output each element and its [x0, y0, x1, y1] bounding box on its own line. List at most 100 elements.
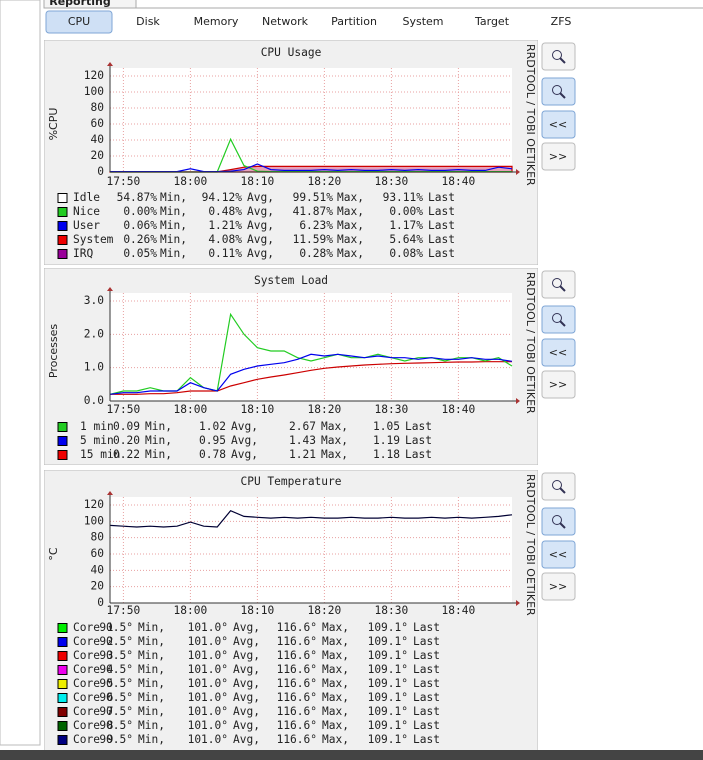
legend-max-word: Max,: [337, 205, 364, 218]
graph-button-label[interactable]: <<: [549, 346, 567, 359]
graph-button[interactable]: [541, 338, 576, 367]
legend-last: 109.1°: [368, 705, 408, 718]
legend-max: 2.67: [289, 420, 316, 433]
graph-button-label[interactable]: >>: [549, 378, 567, 391]
tab-label[interactable]: ZFS: [551, 15, 572, 28]
zoom-icon[interactable]: [552, 50, 562, 60]
axis-arrow: [516, 398, 520, 404]
zoom-icon[interactable]: [552, 515, 562, 525]
series-line: [109, 353, 513, 395]
graph-button[interactable]: [541, 540, 576, 569]
graph-button[interactable]: [541, 370, 576, 399]
graph-button[interactable]: [541, 42, 576, 71]
legend-avg: 101.0°: [188, 635, 228, 648]
legend-min-word: Min,: [138, 719, 165, 732]
side-text: RRDTOOL / TOBI OETIKER: [524, 474, 537, 616]
zoom-icon[interactable]: [552, 278, 562, 288]
legend-swatch: [57, 665, 68, 675]
zoom-icon-handle[interactable]: [559, 285, 566, 292]
x-tick-label: 18:00: [174, 403, 208, 416]
legend-max-word: Max,: [322, 621, 349, 634]
y-tick-label: 100: [84, 514, 104, 527]
graph-button[interactable]: [541, 507, 576, 536]
zoom-icon-handle[interactable]: [559, 92, 566, 99]
legend-max-word: Max,: [322, 663, 349, 676]
legend-last-word: Last: [413, 677, 440, 690]
series-line: [110, 361, 512, 395]
legend-swatch: [57, 207, 68, 217]
legend-min-word: Min,: [138, 733, 165, 746]
legend-swatch: [57, 450, 68, 460]
y-tick-label: 20: [91, 580, 105, 593]
zoom-icon[interactable]: [552, 313, 562, 323]
legend-min: 54.87%: [117, 191, 158, 204]
legend-max: 116.6°: [277, 719, 317, 732]
graph-button[interactable]: [541, 270, 576, 299]
legend-last: 0.00%: [389, 205, 423, 218]
graph-button[interactable]: [541, 572, 576, 601]
graph-button-label[interactable]: <<: [549, 548, 567, 561]
legend-swatch: [57, 721, 68, 731]
tab-label[interactable]: System: [402, 15, 443, 28]
graph-title: CPU Temperature: [240, 475, 341, 488]
legend-name: Core 4: [73, 663, 114, 676]
legend-avg: 101.0°: [188, 649, 228, 662]
legend-min: 0.05%: [123, 247, 157, 260]
legend-last-word: Last: [428, 247, 455, 260]
graph-button[interactable]: [541, 472, 576, 501]
zoom-icon-handle[interactable]: [559, 487, 566, 494]
tab-label[interactable]: Network: [262, 15, 309, 28]
legend-swatch: [57, 221, 68, 231]
zoom-icon-handle[interactable]: [559, 522, 566, 529]
legend-avg-word: Avg,: [247, 219, 274, 232]
legend-min-word: Min,: [160, 205, 187, 218]
legend-avg-word: Avg,: [231, 448, 258, 461]
legend-min-word: Min,: [138, 705, 165, 718]
tab-selected[interactable]: [45, 10, 113, 34]
axis-arrow: [107, 491, 113, 495]
x-tick-label: 17:50: [107, 175, 141, 188]
legend-min: 0.09: [113, 420, 140, 433]
y-axis-label: %CPU: [47, 108, 60, 141]
graph-button-label[interactable]: <<: [549, 118, 567, 131]
tab-label[interactable]: Target: [474, 15, 510, 28]
zoom-icon[interactable]: [552, 480, 562, 490]
legend-max-word: Max,: [337, 191, 364, 204]
legend-max: 1.43: [289, 434, 316, 447]
zoom-icon[interactable]: [552, 85, 562, 95]
legend-max-word: Max,: [322, 691, 349, 704]
legend-max: 116.6°: [277, 663, 317, 676]
zoom-icon-handle[interactable]: [559, 320, 566, 327]
zoom-icon-handle[interactable]: [559, 57, 566, 64]
reporting-tab[interactable]: [43, 0, 137, 9]
tab-label[interactable]: CPU: [68, 15, 90, 28]
graph-button[interactable]: [541, 77, 576, 106]
graph-button[interactable]: [541, 305, 576, 334]
legend-avg: 0.78: [199, 448, 226, 461]
legend-avg-word: Avg,: [233, 691, 260, 704]
tab-label[interactable]: Memory: [194, 15, 239, 28]
graph-button-label[interactable]: >>: [549, 580, 567, 593]
legend-name: Core 3: [73, 649, 113, 662]
graph-panel: System Load Processes RRDTOOL / TOBI OETIK…: [44, 268, 538, 465]
legend-avg: 101.0°: [188, 719, 228, 732]
legend-swatch: [57, 637, 68, 647]
legend-name: Core 7: [73, 705, 113, 718]
x-tick-label: 18:00: [174, 604, 208, 617]
y-tick-label: 3.0: [84, 294, 104, 307]
graph-button-label[interactable]: >>: [549, 150, 567, 163]
legend-name: 1 min: [80, 420, 114, 433]
axis-arrow: [516, 169, 520, 175]
graph-button[interactable]: [541, 110, 576, 139]
legend-swatch: [57, 651, 68, 661]
legend-last: 1.17%: [389, 219, 423, 232]
legend-avg-word: Avg,: [233, 719, 260, 732]
tab-label[interactable]: Disk: [136, 15, 160, 28]
legend-swatch: [57, 693, 68, 703]
legend-min-word: Min,: [138, 677, 165, 690]
tab-label[interactable]: Partition: [331, 15, 377, 28]
graph-button[interactable]: [541, 142, 576, 171]
x-tick-label: 17:50: [107, 604, 141, 617]
legend-min: 0.06%: [123, 219, 157, 232]
legend-last-word: Last: [428, 191, 455, 204]
